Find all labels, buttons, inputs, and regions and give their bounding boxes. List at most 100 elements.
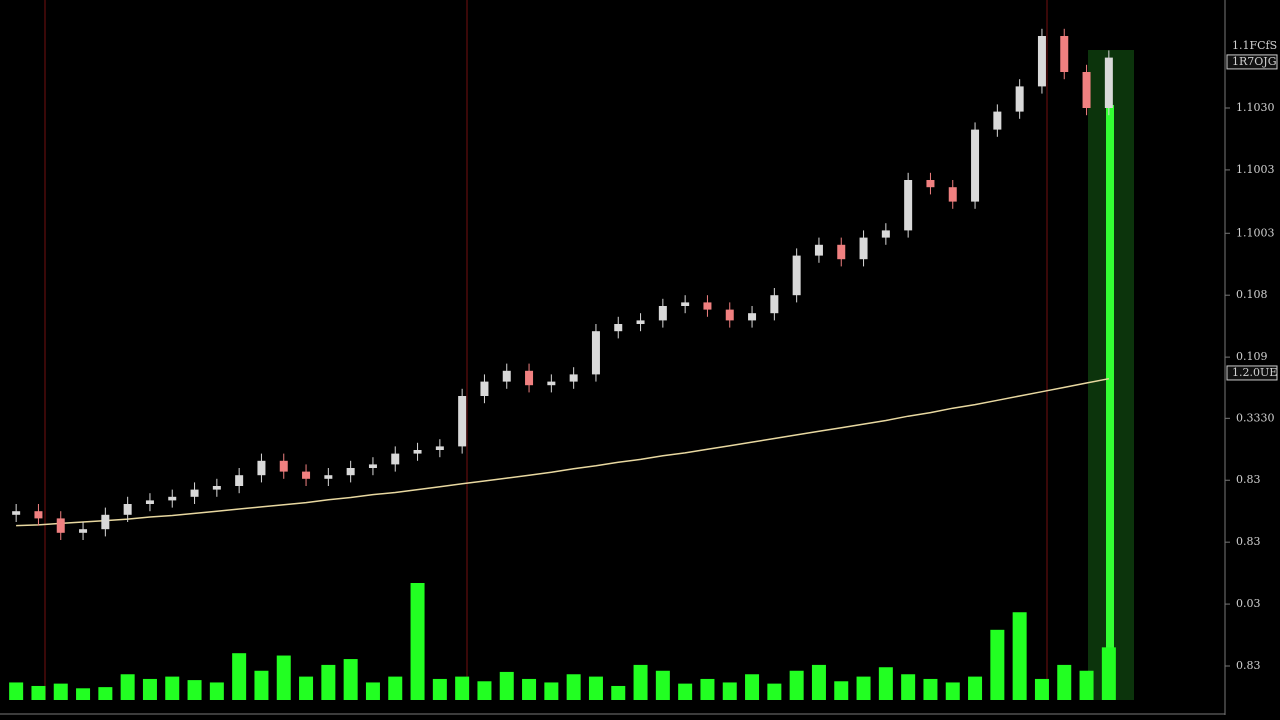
candle-body [1104,57,1113,108]
price-label: 1.1FCfS [1232,39,1277,52]
candle-body [971,129,980,202]
candle-body [881,230,890,238]
candle-body [101,514,110,530]
volume-bar [767,683,782,700]
candle-body [56,518,65,533]
volume-bar [98,687,113,700]
volume-bar [566,674,581,700]
volume-bar [187,680,202,700]
volume-bar [432,678,447,700]
volume-bar [745,674,760,700]
volume-bar [1034,678,1049,700]
candle-body [279,460,288,472]
candle-body [547,381,556,386]
candle-body [948,187,957,202]
candle-body [1015,86,1024,112]
candle-body [837,244,846,260]
candle-body [346,468,355,476]
volume-bar [53,683,68,700]
y-tick-label: 0.83 [1236,473,1261,486]
volume-bar [945,682,960,700]
candle-body [235,475,244,486]
y-tick-label: 0.108 [1236,288,1268,301]
candle-body [79,529,88,533]
highlight-bar [1106,105,1114,650]
y-tick-label: 0.3330 [1236,411,1275,424]
volume-bar [878,667,893,700]
candle-body [302,471,311,479]
candle-body [324,475,333,479]
candle-body [591,331,600,375]
volume-bar [410,583,425,700]
y-tick-label: 0.83 [1236,535,1261,548]
candle-body [525,370,534,386]
candle-body [502,370,511,382]
candle-body [703,302,712,310]
candle-body [34,511,43,519]
price-label: 1.2.0UE [1232,366,1277,379]
candle-body [658,306,667,321]
volume-bar [365,682,380,700]
volume-bar [1079,670,1094,700]
candle-body [391,453,400,465]
volume-bar [142,678,157,700]
candle-body [413,450,422,454]
volume-bar [588,676,603,700]
volume-bar [455,676,470,700]
price-label-box [1226,54,1278,70]
candle-body [926,180,935,188]
candle-body [458,396,467,447]
volume-bar [1057,664,1072,700]
volume-bar [343,659,358,700]
volume-bar [499,671,514,700]
y-tick-label: 0.03 [1236,597,1261,610]
volume-bar [811,664,826,700]
candle-body [814,244,823,256]
candle-body [569,374,578,382]
candle-body [748,313,757,321]
candle-body [792,255,801,296]
candle-body [681,302,690,306]
y-tick-label: 0.83 [1236,659,1261,672]
candle-body [368,464,377,468]
y-tick-label: 1.1030 [1236,101,1275,114]
candle-body [168,496,177,501]
candle-body [1060,36,1069,72]
candle-body [1082,72,1091,108]
volume-bar [232,653,247,700]
volume-bar [700,678,715,700]
volume-bar [209,682,224,700]
volume-bar [722,682,737,700]
volume-bar [655,670,670,700]
candle-body [212,486,221,490]
volume-bar [1012,612,1027,700]
volume-bar [76,688,91,700]
volume-bar [120,674,135,700]
candle-body [145,500,154,504]
volume-bar [276,655,291,700]
volume-bar [856,676,871,700]
volume-bar [388,676,403,700]
volume-bar [254,670,269,700]
moving-average [16,377,1110,527]
y-tick-label: 0.109 [1236,350,1268,363]
volume-bar [789,670,804,700]
volume-bar [165,676,180,700]
candle-body [725,309,734,321]
candle-body [480,381,489,396]
volume-bar [923,678,938,700]
candle-body [859,237,868,260]
volume-bar [544,682,559,700]
volume-bar [834,681,849,700]
candle-body [435,446,444,450]
price-label-box [1226,365,1278,381]
volume-bar [477,681,492,700]
candle-body [123,504,132,515]
candle-body [636,320,645,324]
volume-bar [9,682,24,700]
y-tick-label: 1.1003 [1236,226,1275,239]
volume-bar [611,685,626,700]
candle-body [1037,36,1046,87]
